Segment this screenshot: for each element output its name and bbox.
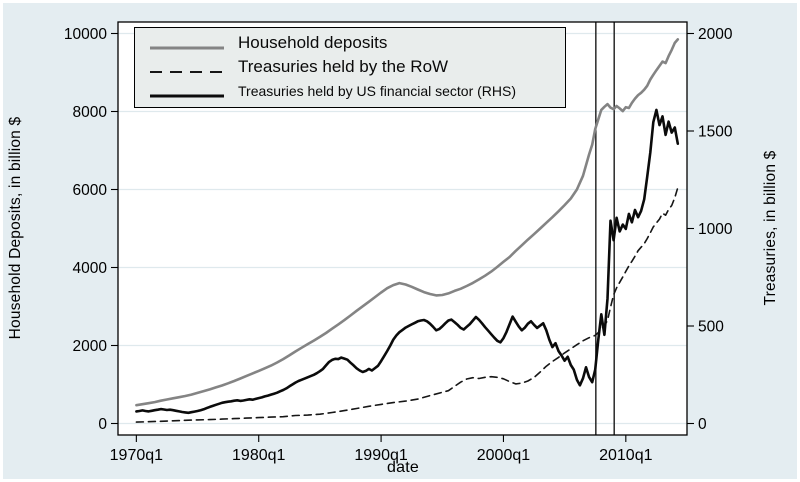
y-right-tick-label: 1000 [698,221,733,238]
legend-label: Household deposits [238,33,388,52]
x-tick-label: 1970q1 [110,447,163,464]
x-tick-label: 1990q1 [354,447,407,464]
y-left-tick-label: 8000 [73,104,108,121]
legend-sample-line [150,71,224,73]
y-right-tick-label: 500 [698,319,724,336]
treasuries-us-financial-line-sample [150,87,224,98]
y-left-tick-label: 6000 [73,182,108,199]
legend: Household deposits Treasuries held by th… [134,27,566,108]
legend-item: Treasuries held by the RoW [135,55,565,79]
y-left-tick-label: 0 [98,416,107,433]
legend-label: Treasuries held by US financial sector (… [238,83,517,99]
y-left-tick-label: 2000 [73,338,108,355]
series-line-0 [135,38,680,407]
household-deposits-line-sample [150,39,224,50]
y-right-tick-label: 1500 [698,124,733,141]
y-right-tick-label: 0 [698,416,707,433]
y-left-axis-title: Household Deposits, in billion $ [7,116,24,340]
x-tick-label: 2010q1 [599,447,652,464]
legend-label: Treasuries held by the RoW [238,57,449,76]
x-axis-title: date [387,459,419,476]
legend-sample-line [150,94,224,98]
y-right-tick-label: 2000 [698,26,733,43]
x-tick-label: 1980q1 [232,447,285,464]
legend-item: Household deposits [135,31,565,55]
treasuries-row-line-sample [150,63,224,73]
y-right-axis-title: Treasuries, in billion $ [762,150,779,306]
series-line-2 [135,108,680,415]
y-left-tick-label: 10000 [64,26,107,43]
legend-sample-line [150,46,224,50]
y-left-tick-label: 4000 [73,260,108,277]
x-tick-label: 2000q1 [477,447,530,464]
legend-item: Treasuries held by US financial sector (… [135,79,565,103]
series-line-1 [135,186,679,423]
